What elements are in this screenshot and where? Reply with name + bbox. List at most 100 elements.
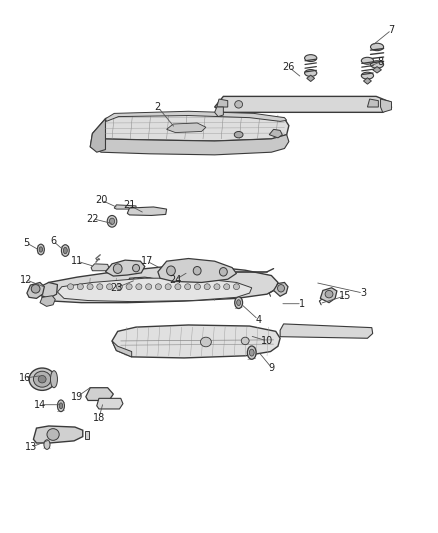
- Polygon shape: [38, 282, 57, 298]
- Polygon shape: [269, 130, 283, 138]
- Ellipse shape: [50, 370, 57, 387]
- Ellipse shape: [371, 61, 384, 68]
- Ellipse shape: [214, 284, 220, 289]
- Ellipse shape: [113, 264, 122, 273]
- Ellipse shape: [278, 285, 285, 292]
- Polygon shape: [91, 264, 109, 271]
- Text: 14: 14: [34, 400, 46, 410]
- Ellipse shape: [237, 300, 240, 305]
- Text: 11: 11: [71, 256, 83, 266]
- Text: 10: 10: [261, 336, 273, 346]
- Ellipse shape: [77, 284, 83, 289]
- Polygon shape: [320, 288, 337, 303]
- Polygon shape: [373, 67, 381, 73]
- Ellipse shape: [145, 284, 152, 289]
- Text: 23: 23: [110, 283, 123, 293]
- Ellipse shape: [110, 218, 115, 224]
- Polygon shape: [381, 99, 392, 112]
- Ellipse shape: [155, 284, 162, 289]
- Ellipse shape: [249, 349, 254, 356]
- Ellipse shape: [31, 285, 40, 293]
- Ellipse shape: [61, 245, 69, 256]
- Ellipse shape: [241, 337, 249, 345]
- Ellipse shape: [219, 268, 227, 276]
- Ellipse shape: [146, 278, 152, 284]
- Ellipse shape: [165, 284, 171, 289]
- Text: 3: 3: [360, 288, 366, 298]
- Ellipse shape: [29, 368, 55, 390]
- Ellipse shape: [117, 284, 122, 289]
- Ellipse shape: [361, 58, 374, 64]
- Polygon shape: [90, 134, 289, 155]
- Polygon shape: [40, 296, 55, 306]
- Ellipse shape: [67, 284, 74, 289]
- Ellipse shape: [38, 375, 46, 383]
- Ellipse shape: [194, 284, 201, 289]
- Polygon shape: [27, 282, 44, 298]
- Ellipse shape: [235, 101, 243, 108]
- Text: 19: 19: [71, 392, 83, 402]
- Ellipse shape: [133, 278, 140, 284]
- Polygon shape: [280, 324, 373, 338]
- Text: 12: 12: [20, 275, 32, 285]
- Polygon shape: [364, 78, 371, 84]
- Polygon shape: [367, 99, 378, 107]
- Polygon shape: [274, 282, 288, 296]
- Ellipse shape: [97, 284, 103, 289]
- Text: 22: 22: [86, 214, 99, 224]
- Polygon shape: [86, 387, 113, 400]
- Text: 17: 17: [141, 256, 153, 266]
- Ellipse shape: [234, 132, 243, 138]
- Text: 20: 20: [95, 195, 107, 205]
- Ellipse shape: [37, 244, 44, 255]
- Text: 6: 6: [50, 236, 56, 246]
- Ellipse shape: [201, 337, 212, 347]
- Ellipse shape: [361, 72, 374, 79]
- Polygon shape: [90, 119, 106, 152]
- Text: 8: 8: [378, 57, 384, 67]
- Polygon shape: [307, 75, 314, 82]
- Polygon shape: [215, 107, 223, 117]
- Polygon shape: [166, 123, 206, 133]
- Text: 15: 15: [339, 290, 352, 301]
- Ellipse shape: [371, 43, 384, 51]
- Polygon shape: [33, 426, 83, 443]
- Ellipse shape: [136, 284, 142, 289]
- Polygon shape: [114, 205, 136, 209]
- Ellipse shape: [186, 270, 191, 277]
- Ellipse shape: [87, 284, 93, 289]
- Text: 21: 21: [124, 200, 136, 211]
- Ellipse shape: [33, 371, 51, 387]
- Text: 13: 13: [25, 442, 37, 452]
- Ellipse shape: [184, 284, 191, 289]
- Ellipse shape: [107, 215, 117, 227]
- Ellipse shape: [57, 400, 64, 411]
- Text: 1: 1: [299, 298, 305, 309]
- Text: 7: 7: [389, 25, 395, 35]
- Text: 5: 5: [23, 238, 29, 247]
- Text: 9: 9: [268, 362, 275, 373]
- Ellipse shape: [133, 264, 140, 272]
- Polygon shape: [57, 278, 252, 302]
- Polygon shape: [85, 431, 89, 439]
- Ellipse shape: [304, 55, 317, 62]
- Polygon shape: [92, 112, 289, 141]
- Polygon shape: [158, 259, 237, 282]
- Ellipse shape: [204, 284, 210, 289]
- Ellipse shape: [224, 284, 230, 289]
- Text: 16: 16: [18, 373, 31, 383]
- Ellipse shape: [64, 247, 67, 254]
- Ellipse shape: [235, 297, 243, 309]
- Ellipse shape: [325, 290, 333, 298]
- Text: 26: 26: [283, 62, 295, 72]
- Ellipse shape: [247, 346, 256, 359]
- Text: 24: 24: [169, 275, 181, 285]
- Text: 2: 2: [155, 102, 161, 112]
- Ellipse shape: [126, 284, 132, 289]
- Ellipse shape: [304, 69, 317, 76]
- Polygon shape: [112, 341, 132, 357]
- Ellipse shape: [233, 284, 240, 289]
- Polygon shape: [112, 325, 280, 358]
- Polygon shape: [106, 111, 287, 122]
- Ellipse shape: [166, 266, 175, 276]
